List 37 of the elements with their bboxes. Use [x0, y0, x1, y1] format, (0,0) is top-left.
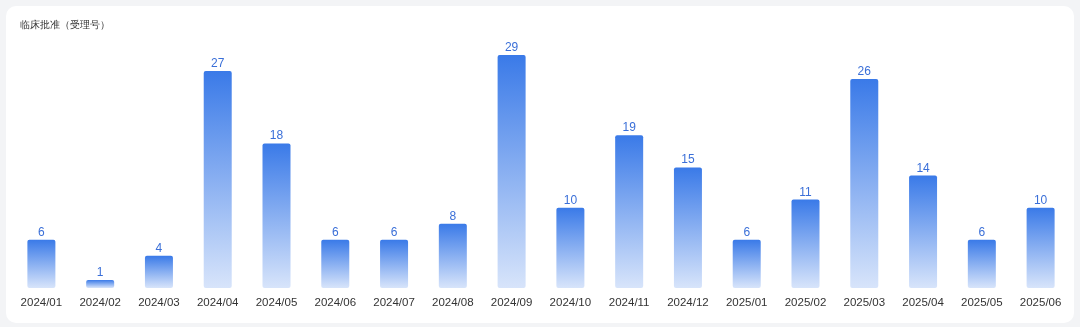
data-label: 27: [211, 56, 225, 71]
chart-title: 临床批准（受理号）: [20, 19, 110, 30]
x-tick-label: 2024/04: [196, 296, 240, 308]
x-tick-label: 2025/05: [961, 296, 1003, 308]
data-label: 11: [799, 184, 813, 199]
data-label: 19: [622, 120, 637, 135]
data-label: 6: [978, 224, 986, 239]
x-tick-label: 2024/07: [373, 296, 415, 308]
x-tick-label: 2024/09: [490, 296, 533, 308]
data-label: 15: [681, 152, 695, 167]
x-tick-label: 2025/02: [784, 296, 827, 308]
data-label: 14: [916, 160, 931, 175]
data-label: 29: [504, 40, 519, 54]
x-tick-label: 2024/10: [549, 296, 592, 308]
x-tick-label: 2024/03: [138, 296, 180, 308]
data-label: 6: [390, 224, 398, 239]
data-label: 1: [96, 264, 104, 279]
x-tick-label: 2024/01: [20, 296, 63, 308]
data-label: 10: [1033, 192, 1048, 207]
data-label: 6: [331, 224, 339, 239]
data-label: 6: [38, 224, 46, 239]
data-label: 4: [155, 240, 163, 255]
x-tick-label: 2024/05: [255, 296, 298, 308]
x-tick-label: 2024/08: [432, 296, 474, 308]
data-label: 18: [269, 128, 284, 143]
x-tick-label: 2025/06: [1019, 296, 1062, 308]
x-tick-label: 2025/01: [725, 296, 768, 308]
x-tick-label: 2024/02: [79, 296, 121, 308]
x-tick-label: 2025/03: [843, 296, 886, 308]
x-tick-label: 2024/11: [608, 296, 650, 308]
x-tick-label: 2025/04: [902, 296, 945, 308]
x-tick-label: 2024/12: [667, 296, 709, 308]
data-label: 8: [449, 208, 457, 223]
data-label: 10: [563, 192, 578, 207]
data-label: 6: [743, 224, 751, 239]
x-tick-label: 2024/06: [314, 296, 357, 308]
data-label: 26: [857, 64, 872, 79]
